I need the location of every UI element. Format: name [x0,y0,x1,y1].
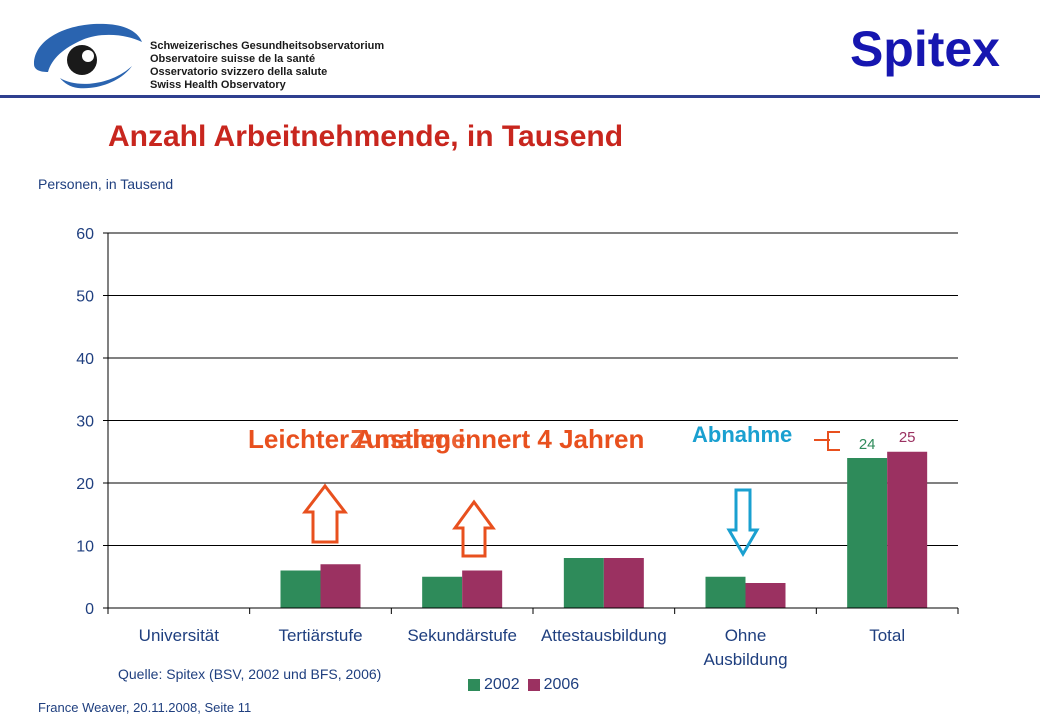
y-tick-label: 50 [76,289,94,306]
x-tick-label: Ohne [725,626,767,645]
annotation-abnahme: Abnahme [692,422,793,447]
chart-title: Anzahl Arbeitnehmende, in Tausend [108,120,624,153]
bar-2006 [887,451,928,608]
decrease-arrow-icon [726,488,760,557]
callout-bracket-icon [814,431,840,451]
x-tick-label: Total [869,626,905,645]
legend-swatch [527,679,540,691]
footer: France Weaver, 20.11.2008, Seite 11 [38,700,252,715]
legend-swatch [468,679,480,691]
y-tick-labels: 0 10 20 30 40 50 60 [76,226,94,618]
y-tick-label: 40 [76,351,94,368]
bar-2002 [422,576,463,608]
y-tick-label: 10 [76,539,94,556]
data-label-total-2006: 25 [899,429,916,446]
bar-2002 [705,576,746,608]
bar-2006 [603,558,644,608]
y-tick-label: 60 [76,226,94,243]
y-tick-label: 30 [76,414,94,431]
x-tick-label: Universität [139,626,220,645]
gridlines [108,232,958,546]
annotation-zunahme: Zunahme [350,424,466,454]
y-tick-label: 20 [76,476,94,493]
x-tick-label: Tertiärstufe [278,626,362,645]
increase-arrow-icon [301,483,349,544]
bar-2006 [462,570,503,608]
axes [103,232,959,614]
data-labels: 24 25 [859,429,916,453]
bar-2002 [563,558,604,608]
legend-item-2006: 2006 [527,676,580,694]
x-tick-label: Ausbildung [703,650,787,669]
org-name-it: Osservatorio svizzero della salute [150,66,328,78]
x-tick-label: Sekundärstufe [407,626,517,645]
y-axis-unit-label: Personen, in Tausend [38,176,174,192]
arrows [301,431,840,558]
org-name-en: Swiss Health Observatory [150,79,286,91]
x-tick-label: Attestausbildung [541,626,667,645]
source-note: Quelle: Spitex (BSV, 2002 und BFS, 2006) [118,666,382,682]
bar-2006 [745,583,786,608]
bars [280,451,928,608]
legend-label: 2006 [543,676,580,693]
legend: 2002 2006 [468,676,579,694]
increase-arrow-icon [452,499,496,558]
org-name-fr: Observatoire suisse de la santé [150,53,316,65]
bar-2002 [847,458,888,608]
legend-label: 2002 [484,676,520,693]
legend-item-2002: 2002 [468,676,520,694]
bar-2006 [320,564,361,608]
obsan-logo [34,23,142,89]
data-label-total-2002: 24 [859,436,876,453]
annotation-main: Leichter Anstieg innert 4 Jahren [248,424,645,454]
bar-2002 [280,570,321,608]
page-title: Spitex [849,21,1000,77]
org-name-de: Schweizerisches Gesundheitsobservatorium [150,40,385,52]
header-divider [0,95,1040,98]
x-tick-labels: Universität Tertiärstufe Sekundärstufe Atte… [139,626,905,669]
y-tick-label: 0 [85,601,94,618]
